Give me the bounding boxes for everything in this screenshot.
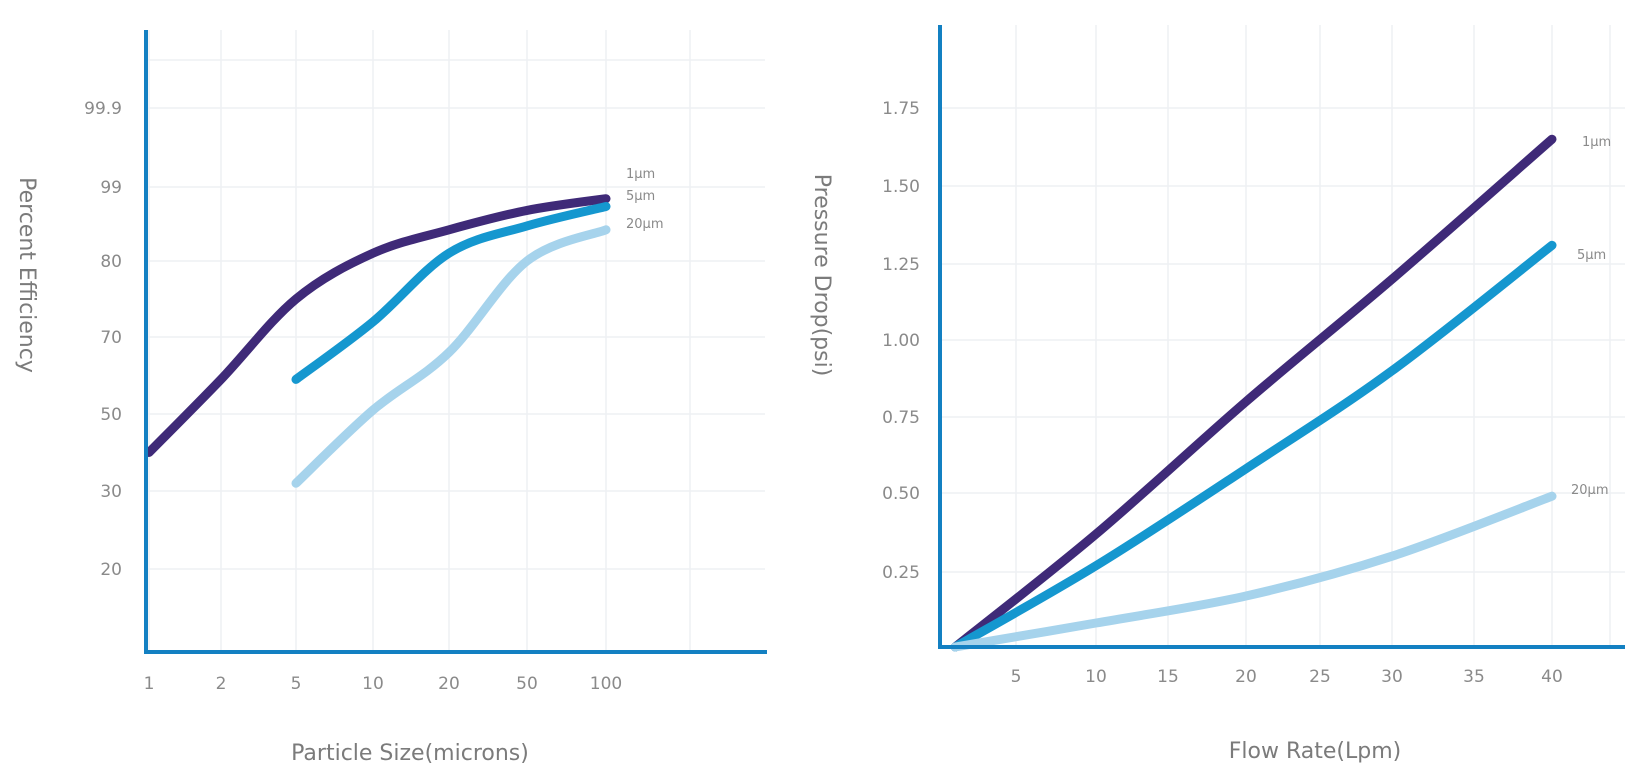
efficiency-series-label: 1μm	[626, 167, 655, 182]
pressure-x-tick-label: 35	[1463, 667, 1485, 687]
efficiency-y-tick-label: 70	[100, 328, 122, 348]
pressure-x-tick-label: 20	[1235, 667, 1257, 687]
pressure-y-tick-label: 0.25	[882, 563, 920, 583]
pressure-series-1m	[950, 134, 1557, 652]
pressure-x-tick-label: 30	[1381, 667, 1403, 687]
efficiency-x-tick-label: 100	[590, 674, 622, 694]
pressure-series-label: 5μm	[1577, 248, 1606, 263]
pressure-y-axis-title: Pressure Drop(psi)	[809, 174, 834, 377]
efficiency-x-tick-label: 10	[362, 674, 384, 694]
efficiency-y-tick-label: 99	[100, 178, 122, 198]
efficiency-x-tick-label: 50	[516, 674, 538, 694]
pressure-series-20m	[950, 491, 1557, 652]
efficiency-series-label: 5μm	[626, 189, 655, 204]
efficiency-x-tick-label: 1	[144, 674, 155, 694]
efficiency-y-tick-label: 20	[100, 560, 122, 580]
pressure-x-tick-label: 40	[1541, 667, 1563, 687]
pressure-y-tick-label: 1.50	[882, 177, 920, 197]
pressure-y-tick-label: 1.75	[882, 99, 920, 119]
pressure-y-tick-label: 0.75	[882, 408, 920, 428]
efficiency-series-5m	[291, 202, 611, 384]
efficiency-x-tick-label: 5	[291, 674, 302, 694]
pressure-series-label: 20μm	[1571, 483, 1608, 498]
efficiency-x-tick-label: 2	[216, 674, 227, 694]
efficiency-y-tick-label: 30	[100, 482, 122, 502]
pressure-y-tick-label: 1.25	[882, 255, 920, 275]
efficiency-series-1m	[144, 194, 611, 457]
pressure-y-tick-label: 0.50	[882, 484, 920, 504]
efficiency-x-tick-label: 20	[438, 674, 460, 694]
pressure-series-label: 1μm	[1582, 135, 1611, 150]
efficiency-y-axis-title: Percent Efficiency	[14, 177, 39, 373]
pressure-y-tick-label: 1.00	[882, 331, 920, 351]
pressure-x-tick-label: 25	[1309, 667, 1331, 687]
efficiency-x-axis-title: Particle Size(microns)	[291, 741, 529, 766]
efficiency-series-label: 20μm	[626, 217, 663, 232]
efficiency-chart: 1 2 5 10 20 50 100 20 30 50 70 80 99 99.9 1μm 5μm 20μm…	[14, 30, 767, 766]
pressure-x-axis-title: Flow Rate(Lpm)	[1229, 739, 1401, 764]
pressure-drop-chart: 5 10 15 20 25 30 35 40 0.25 0.50 0.75 1.00 1.25 1.50…	[809, 25, 1625, 764]
efficiency-y-tick-label: 99.9	[84, 99, 122, 119]
pressure-x-tick-label: 15	[1157, 667, 1179, 687]
pressure-series-5m	[950, 240, 1557, 652]
efficiency-series-20m	[291, 225, 611, 488]
efficiency-y-tick-label: 80	[100, 252, 122, 272]
efficiency-y-tick-label: 50	[100, 405, 122, 425]
pressure-x-tick-label: 10	[1085, 667, 1107, 687]
pressure-x-tick-label: 5	[1011, 667, 1022, 687]
